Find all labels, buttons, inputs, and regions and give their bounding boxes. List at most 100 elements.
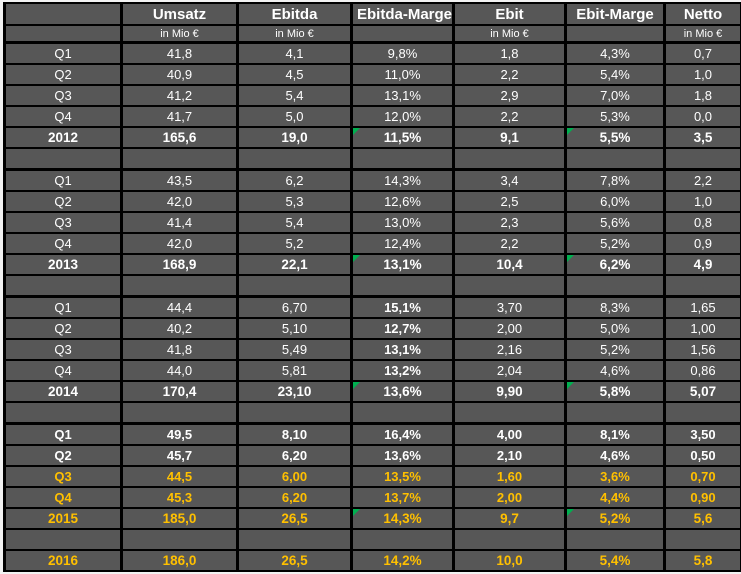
cell[interactable] (663, 274, 741, 298)
cell[interactable]: 45,3 (120, 486, 239, 509)
cell[interactable]: 6,20 (236, 486, 353, 509)
row-label[interactable]: Q4 (3, 105, 123, 128)
cell[interactable]: 2,00 (452, 317, 567, 340)
cell[interactable]: 15,1% (350, 295, 455, 319)
cell[interactable] (663, 528, 741, 551)
cell[interactable]: 2,2 (452, 232, 567, 255)
cell[interactable]: 6,70 (236, 295, 353, 319)
cell[interactable]: 26,5 (236, 507, 353, 530)
cell[interactable]: 14,3% (350, 507, 455, 530)
cell[interactable]: 12,4% (350, 232, 455, 255)
cell[interactable]: 10,0 (452, 549, 567, 572)
row-label[interactable]: 2012 (3, 126, 123, 149)
cell[interactable]: 45,7 (120, 444, 239, 467)
cell[interactable]: 4,1 (236, 41, 353, 65)
cell[interactable]: 185,0 (120, 507, 239, 530)
cell[interactable]: 5,4% (564, 63, 666, 86)
cell[interactable]: 49,5 (120, 422, 239, 446)
row-label[interactable]: 2014 (3, 380, 123, 403)
cell[interactable]: 5,2% (564, 338, 666, 361)
row-label[interactable]: Q2 (3, 63, 123, 86)
row-label[interactable]: Q2 (3, 317, 123, 340)
cell[interactable]: 5,4 (236, 211, 353, 234)
row-label[interactable]: Q4 (3, 232, 123, 255)
cell[interactable]: 2,2 (452, 63, 567, 86)
cell[interactable]: 13,1% (350, 84, 455, 107)
cell[interactable]: 14,3% (350, 168, 455, 192)
cell[interactable]: 9,90 (452, 380, 567, 403)
cell[interactable]: 44,0 (120, 359, 239, 382)
row-label[interactable]: Q3 (3, 338, 123, 361)
cell[interactable]: 5,4 (236, 84, 353, 107)
cell[interactable] (564, 274, 666, 298)
cell[interactable]: 3,5 (663, 126, 741, 149)
row-label[interactable] (3, 274, 123, 298)
cell[interactable]: 1,8 (452, 41, 567, 65)
cell[interactable]: 1,60 (452, 465, 567, 488)
cell[interactable]: 11,5% (350, 126, 455, 149)
row-label[interactable]: Q3 (3, 84, 123, 107)
cell[interactable]: 13,2% (350, 359, 455, 382)
cell[interactable]: 1,8 (663, 84, 741, 107)
cell[interactable]: 2,5 (452, 190, 567, 213)
cell[interactable]: 0,86 (663, 359, 741, 382)
cell[interactable]: 6,2 (236, 168, 353, 192)
row-label[interactable]: Q1 (3, 168, 123, 192)
cell[interactable] (120, 274, 239, 298)
cell[interactable] (236, 401, 353, 425)
column-unit[interactable]: in Mio € (236, 24, 353, 44)
cell[interactable]: 41,7 (120, 105, 239, 128)
cell[interactable]: 2,9 (452, 84, 567, 107)
cell[interactable]: 7,8% (564, 168, 666, 192)
cell[interactable]: 2,04 (452, 359, 567, 382)
cell[interactable]: 0,90 (663, 486, 741, 509)
cell[interactable]: 42,0 (120, 232, 239, 255)
cell[interactable]: 23,10 (236, 380, 353, 403)
cell[interactable]: 5,2% (564, 507, 666, 530)
cell[interactable]: 42,0 (120, 190, 239, 213)
cell[interactable] (350, 147, 455, 171)
column-header[interactable]: Ebitda (236, 2, 353, 26)
cell[interactable] (564, 528, 666, 551)
cell[interactable]: 6,20 (236, 444, 353, 467)
cell[interactable]: 1,56 (663, 338, 741, 361)
cell[interactable]: 168,9 (120, 253, 239, 276)
column-header[interactable]: Umsatz (120, 2, 239, 26)
cell[interactable] (663, 147, 741, 171)
cell[interactable]: 13,7% (350, 486, 455, 509)
row-label[interactable]: Q2 (3, 190, 123, 213)
column-header[interactable]: Ebitda-Marge (350, 2, 455, 26)
cell[interactable]: 3,50 (663, 422, 741, 446)
cell[interactable]: 5,81 (236, 359, 353, 382)
row-label[interactable] (3, 147, 123, 171)
row-label[interactable]: Q4 (3, 359, 123, 382)
row-label[interactable]: Q2 (3, 444, 123, 467)
cell[interactable]: 12,6% (350, 190, 455, 213)
cell[interactable]: 5,6 (663, 507, 741, 530)
cell[interactable]: 13,6% (350, 444, 455, 467)
cell[interactable]: 4,3% (564, 41, 666, 65)
cell[interactable]: 2,00 (452, 486, 567, 509)
cell[interactable]: 3,6% (564, 465, 666, 488)
cell[interactable]: 6,0% (564, 190, 666, 213)
cell[interactable]: 11,0% (350, 63, 455, 86)
cell[interactable]: 0,7 (663, 41, 741, 65)
cell[interactable] (120, 528, 239, 551)
cell[interactable]: 44,4 (120, 295, 239, 319)
cell[interactable]: 0,0 (663, 105, 741, 128)
column-unit[interactable]: in Mio € (120, 24, 239, 44)
cell[interactable]: 41,4 (120, 211, 239, 234)
column-header[interactable]: Netto (663, 2, 741, 26)
cell[interactable]: 0,8 (663, 211, 741, 234)
cell[interactable]: 5,3% (564, 105, 666, 128)
cell[interactable]: 13,1% (350, 338, 455, 361)
cell[interactable]: 6,2% (564, 253, 666, 276)
cell[interactable]: 170,4 (120, 380, 239, 403)
cell[interactable]: 22,1 (236, 253, 353, 276)
cell[interactable]: 4,00 (452, 422, 567, 446)
column-header[interactable]: Ebit (452, 2, 567, 26)
cell[interactable]: 5,10 (236, 317, 353, 340)
cell[interactable]: 8,3% (564, 295, 666, 319)
cell[interactable]: 3,4 (452, 168, 567, 192)
row-label[interactable]: 2013 (3, 253, 123, 276)
